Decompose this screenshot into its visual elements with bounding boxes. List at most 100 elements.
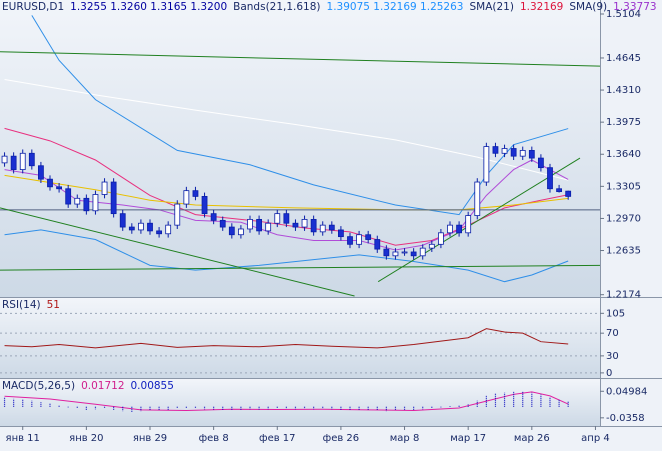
y-tick-label: 1.2635 [606,246,641,257]
x-tick-label: янв 29 [133,433,167,444]
y-tick-label: 1.3305 [606,181,641,192]
x-tick-label: мар 8 [390,433,420,444]
candle-body [92,194,99,212]
candle-body [183,190,190,205]
y-tick-label: 1.4645 [606,53,641,64]
candle-body [174,203,181,226]
candle-body [456,224,462,234]
indicator-line [4,391,569,411]
panel-header: MACD(5,26,5) 0.01712 0.00855 [2,380,174,392]
candle-body [419,247,426,257]
header-values: 0.01712 [81,380,124,392]
x-tick-label: янв 11 [6,433,40,444]
header-label: EURUSD,D1 [2,1,64,13]
candle-body [165,224,172,235]
candle-body [292,222,299,228]
y-tick-label: 1.5104 [606,9,641,20]
candle-body [374,239,381,250]
header-values: 1.3255 1.3260 1.3165 1.3200 [70,1,227,13]
candle-body [365,234,372,240]
indicator-line [4,79,569,181]
candle-body [101,181,108,195]
candle-body [474,181,481,216]
indicator-line [4,127,569,246]
x-tick-label: фев 17 [259,433,296,444]
panel-header: RSI(14) 51 [2,299,60,311]
price-panel [0,0,600,297]
y-tick-label: 105 [606,308,625,319]
candle-body [401,251,408,254]
candle-body [1,155,8,164]
x-tick-label: янв 20 [69,433,103,444]
candle-body [501,148,508,154]
y-tick-label: 1.2970 [606,213,641,224]
y-tick-label: 1.3640 [606,149,641,160]
candle-body [210,213,217,221]
candle-body [138,222,144,231]
x-tick-label: фев 26 [323,433,360,444]
y-tick-label: 1.3975 [606,117,641,128]
candle-body [147,222,153,232]
header-values: 1.33773 [613,1,656,13]
candle-body [83,197,90,212]
x-tick-label: апр 4 [581,433,610,444]
candle-body [28,152,35,167]
indicator-line [4,229,569,283]
candle-body [447,224,453,234]
indicator-line [4,328,569,349]
candle-body [110,181,117,215]
header-values: 51 [47,299,60,311]
candle-body [156,230,162,235]
header-label: MACD(5,26,5) [2,380,75,392]
y-tick-label: 1.4310 [606,85,641,96]
candle-body [256,218,262,232]
candle-body [247,218,253,230]
y-tick-label: 0 [606,368,612,379]
header-label: SMA(9) [569,1,607,13]
candle-body [492,146,499,154]
header-label: Bands(21,1.618) [233,1,320,13]
candle-body [547,167,553,190]
panel-header: EURUSD,D1 1.3255 1.3260 1.3165 1.3200 Band… [2,1,662,13]
candle-body [328,224,335,231]
header-values: 1.39075 1.32169 1.25263 [327,1,464,13]
candle-body [319,224,326,233]
y-tick-label: 70 [606,328,619,339]
header-label: RSI(14) [2,299,41,311]
candle-body [310,218,317,233]
candle-body [74,197,81,205]
indicator-line [377,157,581,283]
candle-body [228,226,235,236]
candle-body [356,234,362,245]
y-tick-label: 0.04984 [606,386,647,397]
y-tick-label: 30 [606,351,619,362]
candle-body [410,251,417,257]
candle-body [538,157,544,169]
x-tick-label: мар 17 [450,433,486,444]
indicator-line [31,15,569,216]
x-tick-label: мар 26 [514,433,550,444]
candle-body [219,219,226,228]
candle-body [338,229,344,238]
candle-body [238,228,244,236]
candle-body [565,190,572,197]
header-values: 0.00855 [131,380,174,392]
candle-body [56,186,62,190]
candle-body [47,178,53,188]
candle-body [347,236,353,245]
candle-body [428,243,435,249]
header-values: 1.32169 [520,1,563,13]
indicator-line [0,207,355,297]
candle-body [10,155,17,170]
rsi-panel [0,298,600,378]
y-tick-label: 1.2174 [606,290,641,301]
candle-body [19,152,26,170]
y-tick-label: -0.0358 [606,413,645,424]
candle-body [465,215,472,234]
indicator-line [4,159,569,251]
candle-body [274,213,281,224]
candle-body [128,226,135,231]
indicator-line [0,51,601,67]
